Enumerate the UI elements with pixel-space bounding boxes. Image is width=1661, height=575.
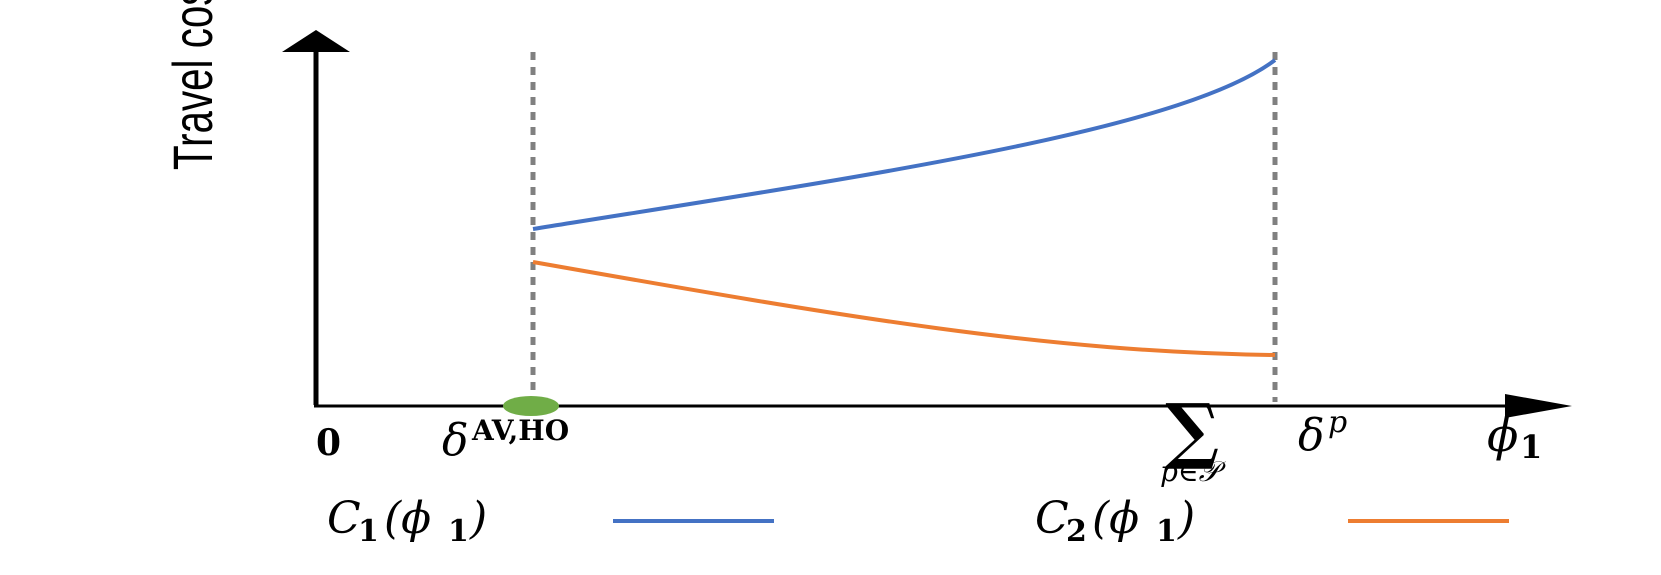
legend-c2-close: ) [1177, 493, 1195, 544]
y-axis-label: Travel cost [163, 0, 225, 170]
legend-c2-sub: 2 [1066, 514, 1087, 549]
upper-bound-index: p∈𝒫 [1160, 455, 1227, 488]
legend-c1-sub: 1 [358, 514, 379, 549]
upper-bound-sum: ∑ [1165, 387, 1219, 472]
legend-c2-arg: (ϕ [1092, 493, 1139, 544]
x-axis-arrowhead [1505, 394, 1572, 418]
legend-c2-arg-sub: 1 [1156, 514, 1177, 549]
lower-bound-marker [503, 396, 559, 416]
c2-curve [532, 260, 1276, 357]
legend-c1-close: ) [469, 493, 487, 544]
lower-bound-superscript: AV,HO [471, 414, 569, 447]
lower-bound-symbol: δ [442, 415, 469, 466]
legend-c1-C: C [327, 493, 361, 544]
upper-bound-superscript: p [1328, 405, 1347, 440]
x-axis-subscript: 1 [1520, 428, 1542, 466]
legend-item-c2: C 2 (ϕ 1 ) [1035, 493, 1509, 549]
legend-c1-arg: (ϕ [384, 493, 431, 544]
upper-bound-symbol: δ [1298, 410, 1325, 461]
y-axis-arrowhead [282, 30, 350, 52]
x-axis-symbol: ϕ [1487, 408, 1518, 462]
c1-curve [532, 58, 1277, 231]
legend-item-c1: C 1 (ϕ 1 ) [327, 493, 774, 549]
legend-c1-arg-sub: 1 [448, 514, 469, 549]
legend-c2-C: C [1035, 493, 1069, 544]
origin-label: 0 [316, 422, 341, 464]
